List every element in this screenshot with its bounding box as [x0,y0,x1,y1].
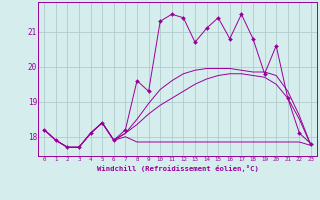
X-axis label: Windchill (Refroidissement éolien,°C): Windchill (Refroidissement éolien,°C) [97,165,259,172]
